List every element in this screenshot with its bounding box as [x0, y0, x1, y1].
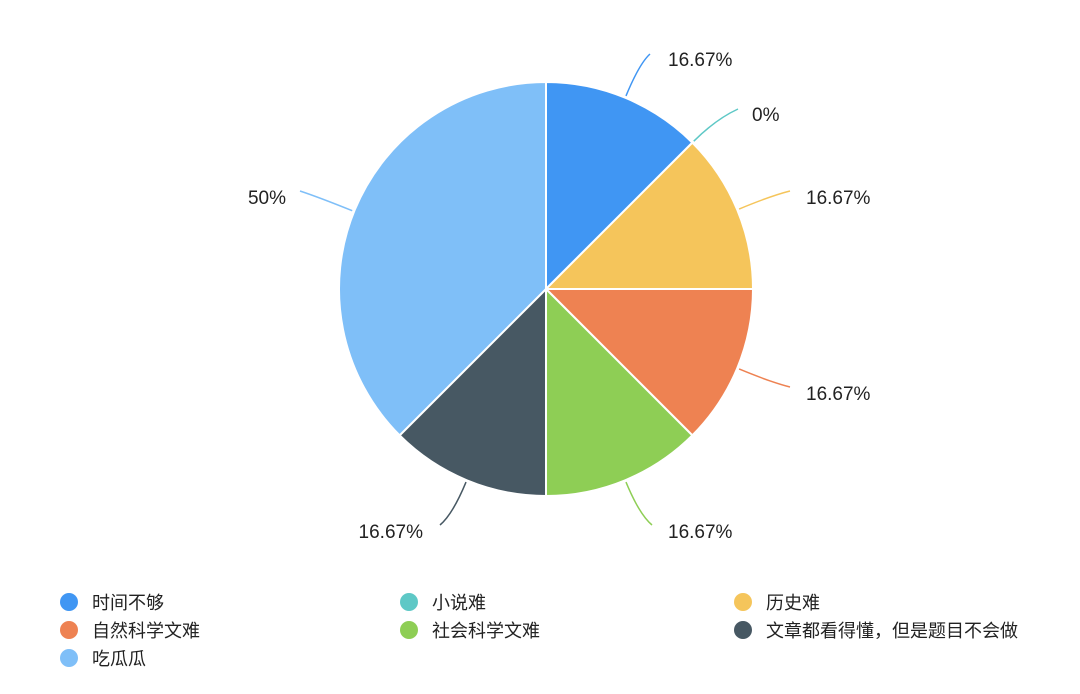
legend-item-6[interactable]: 吃瓜瓜	[60, 644, 146, 672]
data-label-0: 16.67%	[668, 50, 733, 71]
leader-lines	[299, 53, 791, 526]
pie-chart: 16.67% 0% 16.67% 16.67% 16.67% 16.67% 50%	[248, 50, 871, 543]
legend-swatch	[400, 621, 418, 639]
legend-item-0[interactable]: 时间不够	[60, 588, 164, 616]
leader-line-3	[738, 368, 791, 388]
pie-slice-2	[543, 141, 755, 290]
legend-label: 社会科学文难	[432, 621, 540, 642]
data-label-2: 16.67%	[806, 188, 871, 209]
data-labels: 16.67% 0% 16.67% 16.67% 16.67% 16.67% 50%	[248, 50, 871, 543]
legend-item-1[interactable]: 小说难	[400, 588, 486, 616]
leader-line-5	[439, 481, 467, 526]
leader-line-1	[693, 108, 739, 142]
legend-swatch	[400, 593, 418, 611]
legend-label: 文章都看得懂，但是题目不会做	[766, 621, 1018, 642]
data-label-6: 50%	[248, 188, 286, 209]
pie-slice-4	[545, 286, 694, 498]
data-label-1: 0%	[752, 105, 780, 126]
legend-swatch	[60, 593, 78, 611]
pie-slice-6	[338, 80, 547, 437]
legend-swatch	[60, 649, 78, 667]
legend-swatch	[734, 593, 752, 611]
legend-swatch	[734, 621, 752, 639]
legend-label: 吃瓜瓜	[92, 649, 146, 670]
leader-line-0	[625, 53, 651, 97]
pie-slices	[338, 80, 755, 498]
legend-item-4[interactable]: 社会科学文难	[400, 616, 540, 644]
legend-label: 小说难	[432, 593, 486, 614]
legend-label: 自然科学文难	[92, 621, 200, 642]
leader-line-6	[299, 190, 353, 212]
legend-item-5[interactable]: 文章都看得懂，但是题目不会做	[734, 616, 1018, 644]
leader-line-2	[738, 190, 791, 210]
leader-line-4	[625, 481, 653, 526]
legend-label: 历史难	[766, 593, 820, 614]
legend-item-2[interactable]: 历史难	[734, 588, 820, 616]
data-label-3: 16.67%	[806, 384, 871, 405]
pie-slice-5	[398, 286, 547, 498]
data-label-4: 16.67%	[668, 522, 733, 543]
legend-label: 时间不够	[92, 593, 164, 614]
legend-item-3[interactable]: 自然科学文难	[60, 616, 200, 644]
pie-slice-0	[545, 80, 694, 292]
pie-slice-3	[543, 288, 755, 437]
legend-swatch	[60, 621, 78, 639]
data-label-5: 16.67%	[359, 522, 424, 543]
